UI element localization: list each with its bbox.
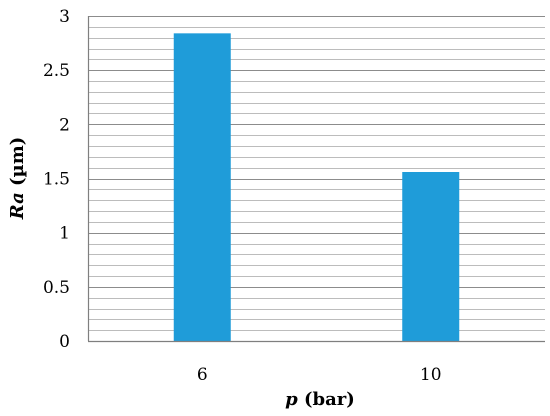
x-tick-label: 10 <box>420 365 442 385</box>
x-axis-unit: (bar) <box>298 389 355 410</box>
x-axis-variable: p <box>285 389 298 410</box>
bar-10 <box>402 172 460 341</box>
x-tick-label: 6 <box>197 365 208 385</box>
axes <box>87 16 545 343</box>
y-tick-label: 0 <box>59 332 70 352</box>
y-tick-label: 2.5 <box>43 61 70 81</box>
y-tick-labels: 0 0.5 1 1.5 2 2.5 3 <box>43 7 70 352</box>
y-tick-label: 1.5 <box>43 170 70 190</box>
bars <box>173 33 460 341</box>
y-axis-unit: (µm) <box>7 137 28 193</box>
y-tick-label: 0.5 <box>43 278 70 298</box>
grid-lines <box>88 15 545 331</box>
bar-6 <box>173 33 231 341</box>
y-tick-label: 2 <box>59 115 70 135</box>
y-axis-variable: Ra <box>7 192 28 220</box>
y-tick-label: 3 <box>59 7 70 27</box>
y-axis-title: Ra (µm) <box>7 137 28 221</box>
x-tick-labels: 6 10 <box>197 365 442 385</box>
y-tick-label: 1 <box>59 224 70 244</box>
x-axis-title: p (bar) <box>285 389 355 410</box>
